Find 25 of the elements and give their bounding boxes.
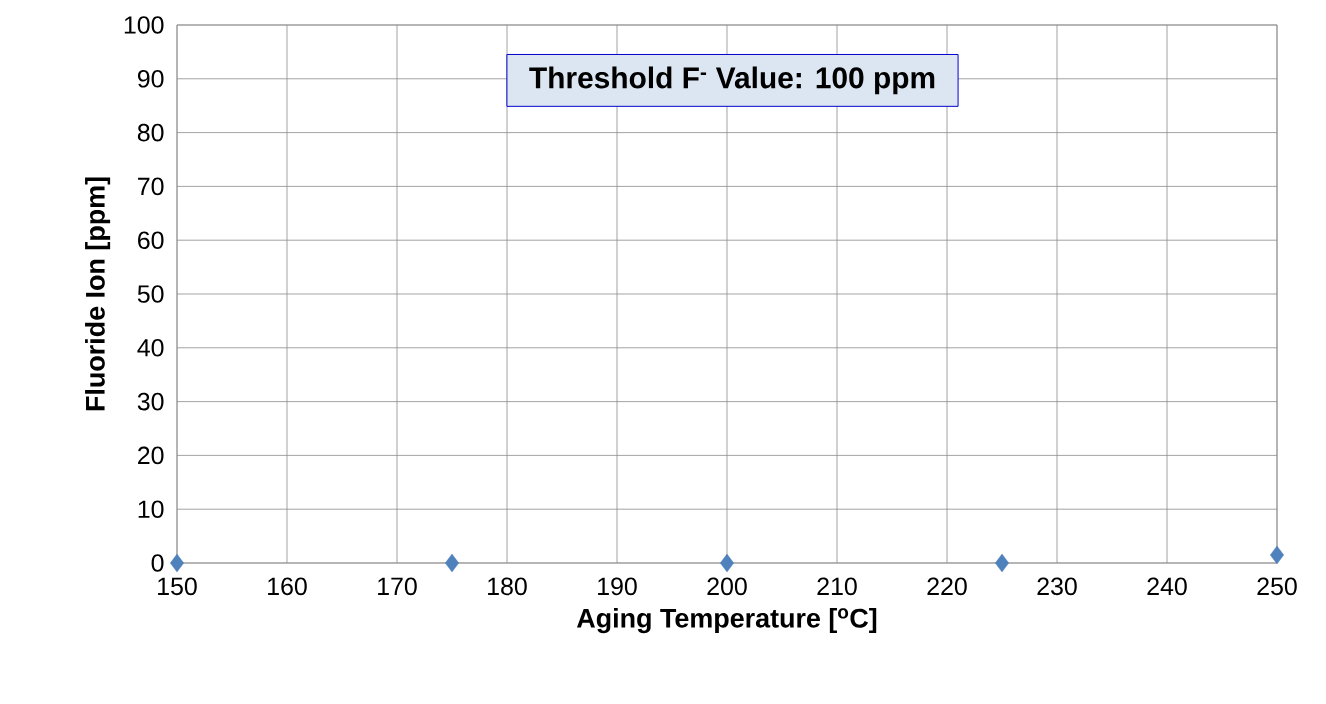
x-tick-label: 180	[488, 577, 527, 596]
x-tick-label: 190	[598, 577, 637, 596]
x-tick-label: 160	[268, 577, 307, 596]
y-tick-label: 60	[138, 231, 164, 250]
y-tick-label: 10	[138, 500, 164, 519]
y-tick-label: 70	[138, 177, 164, 196]
y-tick-label: 0	[151, 554, 164, 572]
x-tick-label: 150	[158, 577, 197, 596]
x-tick-label: 200	[707, 577, 747, 596]
y-tick-label: 90	[137, 69, 164, 88]
x-tick-label: 240	[1147, 577, 1187, 596]
x-tick-label: 210	[817, 577, 857, 596]
y-tick-label: 20	[138, 446, 164, 465]
y-tick-label: 50	[137, 285, 164, 303]
x-tick-label: 170	[378, 577, 417, 596]
y-axis-title: Fluoride Ion [ppm]	[85, 177, 111, 411]
x-tick-label: 220	[927, 577, 967, 596]
y-tick-label: 80	[137, 123, 164, 142]
annotation: Threshold F$^{-}$ Value: 100 ppm	[529, 66, 935, 95]
x-tick-label: 250	[1257, 577, 1297, 596]
y-tick-label: 30	[137, 392, 164, 411]
y-tick-label: 100	[124, 16, 164, 34]
x-axis-title: Aging Temperature [$^{o}$C]	[576, 607, 877, 634]
y-tick-label: 40	[137, 338, 164, 357]
x-tick-label: 230	[1037, 577, 1077, 596]
